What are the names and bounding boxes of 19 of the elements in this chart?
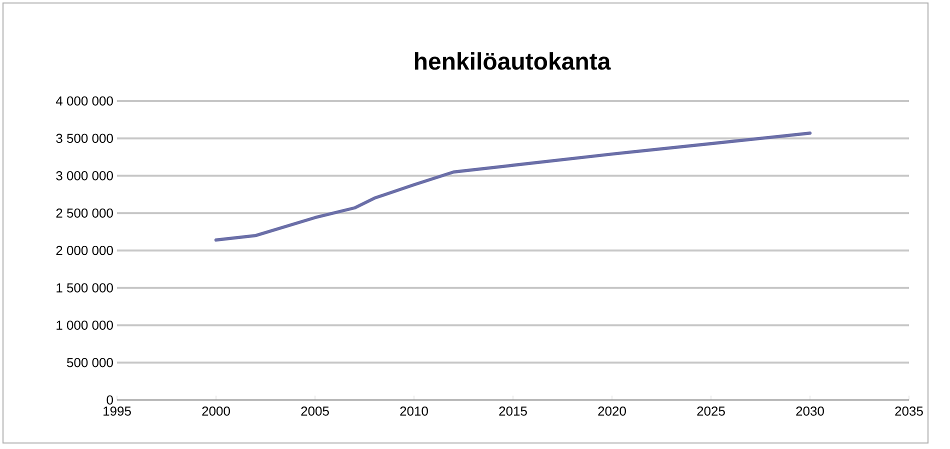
y-tick-label: 4 000 000 <box>56 96 113 106</box>
y-tick-label: 2 500 000 <box>56 208 113 218</box>
x-tick-label: 2025 <box>697 406 725 416</box>
y-tick-label: 3 500 000 <box>56 134 113 143</box>
x-tick-label: 2000 <box>202 406 230 416</box>
x-tick-label: 2015 <box>499 406 527 416</box>
y-tick-label: 1 500 000 <box>56 283 113 292</box>
y-tick-label: 1 000 000 <box>56 320 113 330</box>
y-tick-label: 0 <box>106 395 113 405</box>
chart-title: henkilöautokanta <box>415 52 611 70</box>
y-tick-label: 500 000 <box>67 358 113 368</box>
x-tick-label: 2020 <box>598 406 626 416</box>
x-tick-label: 2005 <box>301 406 329 416</box>
y-tick-label: 3 000 000 <box>56 171 113 180</box>
x-tick-label: 2010 <box>400 406 428 416</box>
y-tick-label: 2 000 000 <box>56 246 113 256</box>
x-tick-label: 1995 <box>104 406 131 416</box>
x-tick-label: 2035 <box>895 406 923 416</box>
x-tick-label: 2030 <box>796 406 824 416</box>
